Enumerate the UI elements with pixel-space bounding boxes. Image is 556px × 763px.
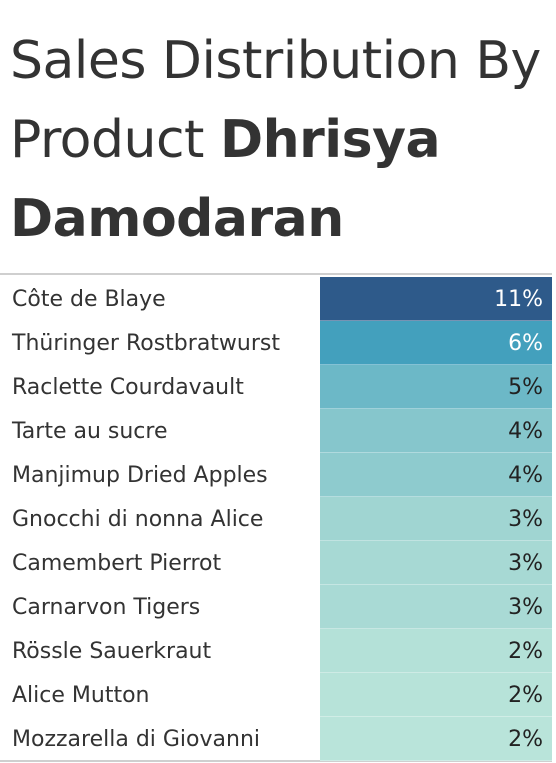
table-row[interactable]: Camembert Pierrot 3% bbox=[0, 541, 552, 585]
product-label: Alice Mutton bbox=[12, 683, 150, 708]
product-label: Mozzarella di Giovanni bbox=[12, 727, 261, 752]
product-label: Côte de Blaye bbox=[12, 287, 166, 312]
table-row[interactable]: Rössle Sauerkraut 2% bbox=[0, 629, 552, 673]
value-label: 3% bbox=[508, 595, 543, 620]
table-row[interactable]: Alice Mutton 2% bbox=[0, 673, 552, 717]
cell-divider bbox=[320, 672, 552, 673]
value-cell[interactable]: 3% bbox=[320, 585, 552, 629]
table-row[interactable]: Côte de Blaye 11% bbox=[0, 277, 552, 321]
product-label: Raclette Courdavault bbox=[12, 375, 244, 400]
chart-title-main: Sales Distribution By Product bbox=[10, 31, 541, 170]
cell-divider bbox=[320, 628, 552, 629]
table-row[interactable]: Raclette Courdavault 5% bbox=[0, 365, 552, 409]
table-row[interactable]: Gnocchi di nonna Alice 3% bbox=[0, 497, 552, 541]
product-label: Thüringer Rostbratwurst bbox=[12, 331, 280, 356]
value-cell[interactable]: 4% bbox=[320, 409, 552, 453]
cell-divider bbox=[320, 320, 552, 321]
cell-divider bbox=[320, 540, 552, 541]
value-cell[interactable]: 2% bbox=[320, 673, 552, 717]
cell-divider bbox=[320, 452, 552, 453]
value-cell[interactable]: 6% bbox=[320, 321, 552, 365]
value-label: 11% bbox=[494, 287, 543, 312]
table-row[interactable]: Carnarvon Tigers 3% bbox=[0, 585, 552, 629]
cell-divider bbox=[320, 408, 552, 409]
value-label: 2% bbox=[508, 639, 543, 664]
value-label: 5% bbox=[508, 375, 543, 400]
chart-title-author: Dhrisya Damodaran bbox=[10, 110, 441, 249]
value-label: 3% bbox=[508, 551, 543, 576]
value-label: 2% bbox=[508, 727, 543, 752]
product-label: Carnarvon Tigers bbox=[12, 595, 201, 620]
highlight-table: Côte de Blaye 11% Thüringer Rostbratwurst 6… bbox=[0, 273, 552, 762]
value-cell[interactable]: 3% bbox=[320, 497, 552, 541]
product-label: Tarte au sucre bbox=[12, 419, 168, 444]
table-row[interactable]: Tarte au sucre 4% bbox=[0, 409, 552, 453]
value-cell[interactable]: 3% bbox=[320, 541, 552, 585]
value-cell[interactable]: 2% bbox=[320, 629, 552, 673]
cell-divider bbox=[320, 496, 552, 497]
table-row[interactable]: Manjimup Dried Apples 4% bbox=[0, 453, 552, 497]
product-label: Manjimup Dried Apples bbox=[12, 463, 268, 488]
table-row[interactable]: Mozzarella di Giovanni 2% bbox=[0, 717, 552, 761]
table-rows: Côte de Blaye 11% Thüringer Rostbratwurst 6… bbox=[0, 277, 552, 761]
cell-divider bbox=[320, 584, 552, 585]
product-label: Camembert Pierrot bbox=[12, 551, 222, 576]
cell-divider bbox=[320, 716, 552, 717]
value-label: 6% bbox=[508, 331, 543, 356]
value-label: 4% bbox=[508, 463, 543, 488]
value-label: 4% bbox=[508, 419, 543, 444]
cell-divider bbox=[320, 760, 552, 761]
value-cell[interactable]: 5% bbox=[320, 365, 552, 409]
value-cell[interactable]: 11% bbox=[320, 277, 552, 321]
value-label: 2% bbox=[508, 683, 543, 708]
value-cell[interactable]: 2% bbox=[320, 717, 552, 761]
chart-title: Sales Distribution By Product Dhrisya Da… bbox=[10, 22, 550, 259]
table-row[interactable]: Thüringer Rostbratwurst 6% bbox=[0, 321, 552, 365]
cell-divider bbox=[320, 364, 552, 365]
product-label: Rössle Sauerkraut bbox=[12, 639, 212, 664]
product-label: Gnocchi di nonna Alice bbox=[12, 507, 264, 532]
value-label: 3% bbox=[508, 507, 543, 532]
value-cell[interactable]: 4% bbox=[320, 453, 552, 497]
